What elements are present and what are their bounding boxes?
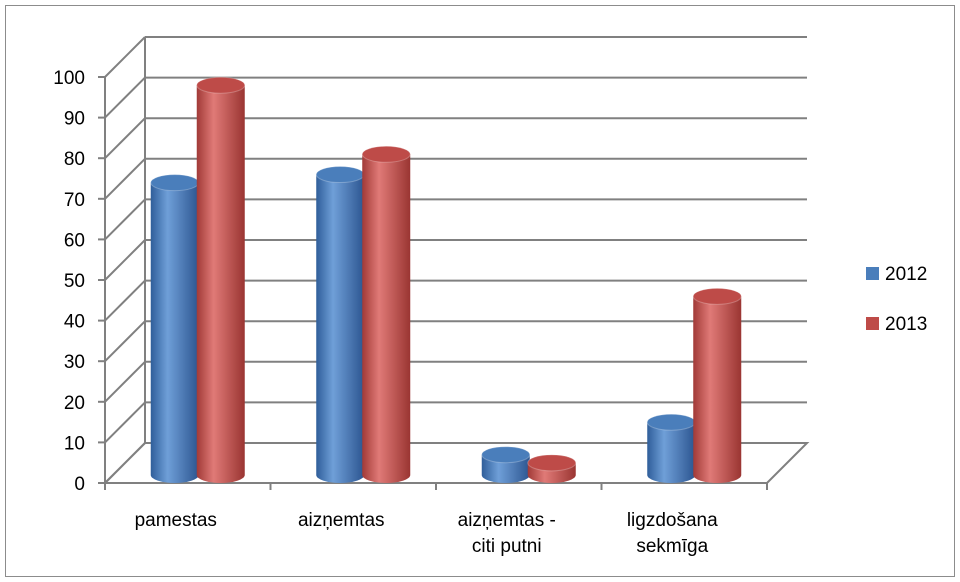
legend-label: 2013 [885,314,927,335]
side-gridline [104,76,146,119]
floor-outline [102,442,810,484]
category-label-line: ligzdošana [627,510,718,531]
bar-top [361,145,411,163]
bar-top [692,287,742,305]
bar-top [315,166,365,184]
side-gridline [104,239,146,281]
bar-top [646,413,696,431]
bar-body [647,422,696,483]
category-label-line: aizņemtas [298,510,385,531]
bar-2012-1 [315,166,365,483]
bar-2013-1 [361,145,411,483]
category-label-line: pamestas [135,510,217,531]
axes [98,37,810,490]
legend: 2012 2013 [866,264,927,335]
y-tick-label: 80 [64,149,85,170]
side-gridline [104,36,146,78]
side-gridline [104,158,146,200]
bar-body [196,85,245,484]
side-gridline [104,117,146,159]
category-label: pamestas [135,510,217,531]
y-axis-tick-labels: 0 10 20 30 40 50 60 70 80 90 100 [53,68,85,495]
legend-label: 2012 [885,264,927,285]
y-tick-label: 50 [64,271,85,292]
bar-body [316,174,365,483]
side-gridline [104,361,146,403]
y-tick-label: 20 [64,393,85,414]
y-tick-label: 90 [64,109,85,130]
legend-item-2013: 2013 [866,314,927,335]
category-label-line: sekmīga [636,536,708,557]
legend-swatch [866,317,879,330]
bar-body [693,296,742,483]
bar-body [481,454,530,483]
category-label-line: citi putni [472,536,542,557]
bar-2012-3 [646,413,696,483]
category-labels: pamestas aizņemtas aizņemtas - citi putni li… [135,510,719,557]
legend-item-2012: 2012 [866,264,927,285]
category-label: ligzdošana sekmīga [627,510,718,557]
y-tick-label: 70 [64,190,85,211]
category-label: aizņemtas - citi putni [458,510,556,557]
side-gridline [104,279,146,322]
bars [150,76,742,484]
y-tick-label: 60 [64,230,85,251]
category-label: aizņemtas [298,510,385,531]
bar-top [527,454,577,472]
side-gridline [104,320,146,362]
bar-2013-0 [196,76,246,484]
bar-body [362,154,411,483]
y-tick-label: 10 [64,433,85,454]
legend-swatch [866,267,879,280]
bar-2013-3 [692,287,742,483]
bar-2013-2 [527,454,577,483]
bar-2012-2 [481,446,531,483]
y-tick-label: 100 [53,68,85,89]
category-label-line: aizņemtas - [458,510,556,531]
bar-top [481,446,531,464]
bar-top [150,174,200,192]
side-gridline [104,401,146,444]
y-tick-label: 0 [74,474,85,495]
y-tick-label: 40 [64,312,85,333]
bar-body [150,182,199,483]
y-tick-label: 30 [64,352,85,373]
bar-2012-0 [150,174,200,483]
side-gridline [104,198,146,241]
bar-top [196,76,246,94]
